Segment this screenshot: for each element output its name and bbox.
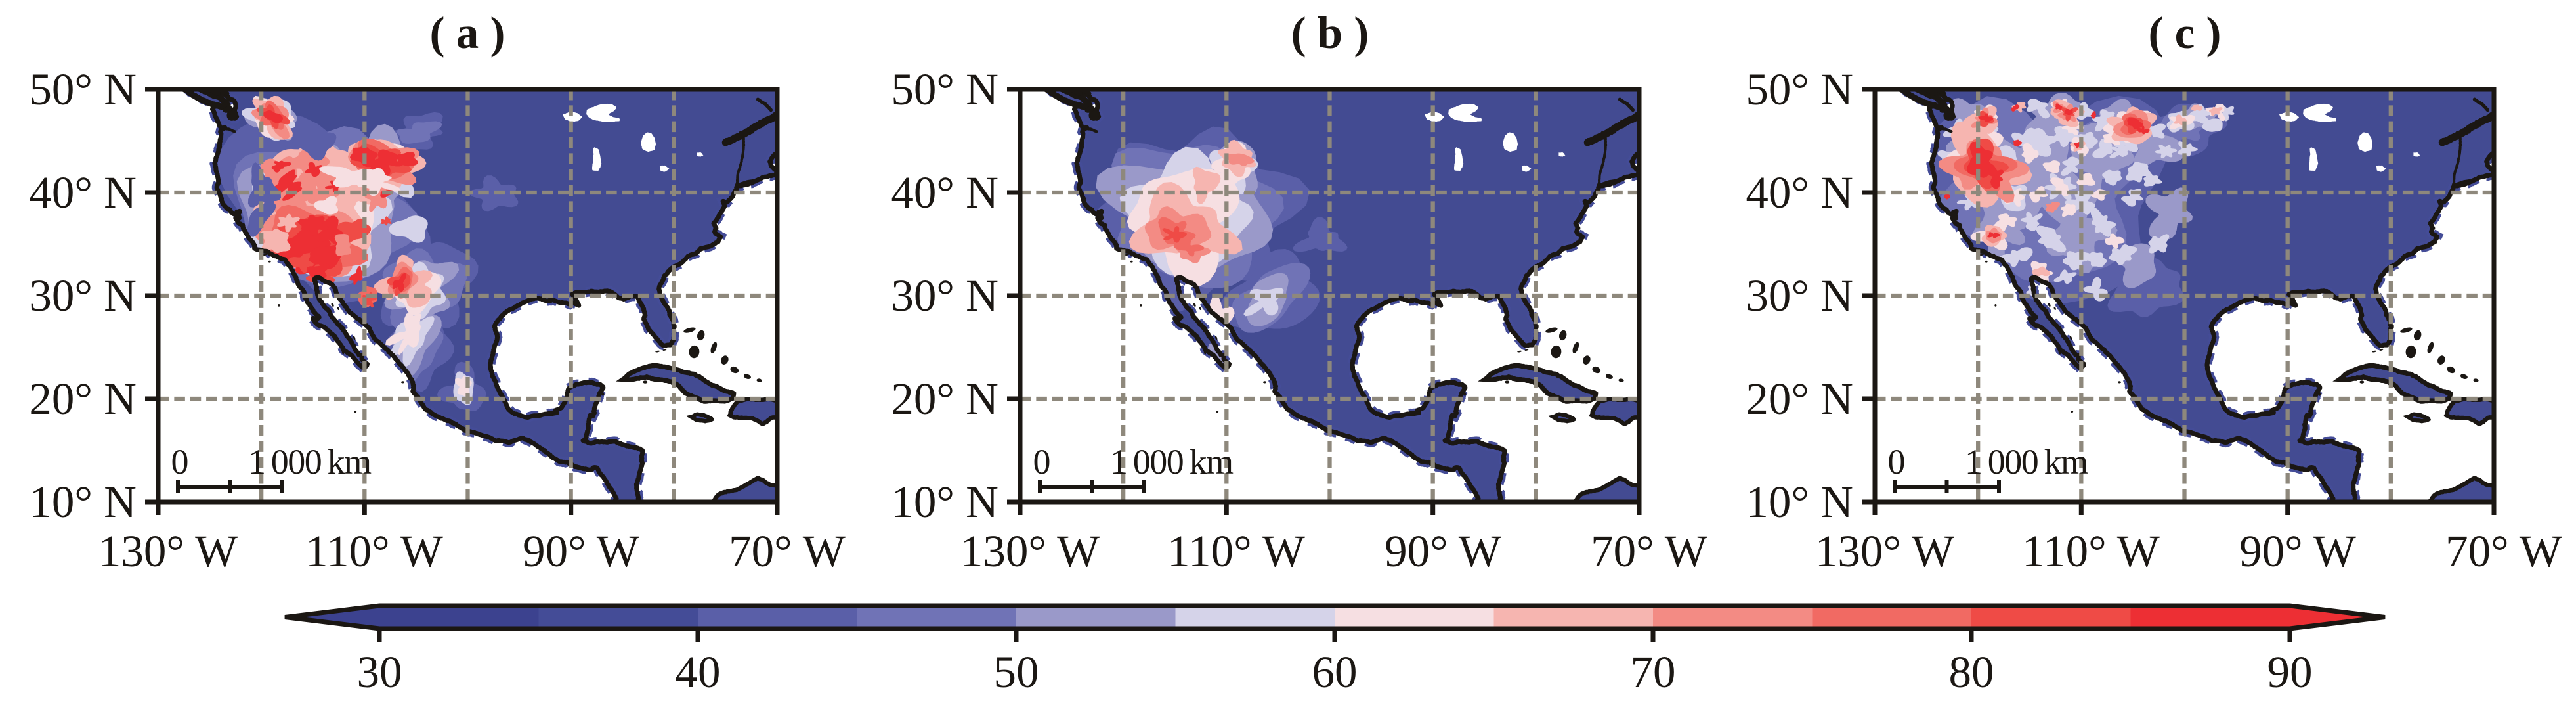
svg-text:50° N: 50° N [891,64,998,114]
svg-text:110° W: 110° W [305,526,443,576]
svg-text:130° W: 130° W [960,526,1100,576]
svg-text:50° N: 50° N [29,64,137,114]
svg-text:20° N: 20° N [891,374,998,424]
svg-text:10° N: 10° N [1746,477,1853,527]
svg-text:90° W: 90° W [523,526,639,576]
svg-text:40° N: 40° N [1746,168,1853,217]
svg-text:1 000 km: 1 000 km [1965,442,2088,482]
svg-text:40° N: 40° N [891,168,998,217]
svg-text:30° N: 30° N [29,271,137,321]
svg-text:90: 90 [2267,647,2313,697]
svg-text:70° W: 70° W [2445,526,2562,576]
svg-text:90° W: 90° W [1385,526,1501,576]
svg-text:80: 80 [1949,647,1994,697]
svg-text:110° W: 110° W [2022,526,2160,576]
svg-text:50: 50 [994,647,1039,697]
svg-text:60: 60 [1312,647,1358,697]
svg-text:10° N: 10° N [29,477,137,527]
svg-text:30: 30 [357,647,402,697]
svg-text:70° W: 70° W [729,526,846,576]
svg-text:50° N: 50° N [1746,64,1853,114]
svg-text:30° N: 30° N [891,271,998,321]
svg-text:40° N: 40° N [29,168,137,217]
svg-text:0: 0 [1033,442,1051,482]
svg-text:70: 70 [1631,647,1676,697]
svg-text:130° W: 130° W [98,526,238,576]
svg-text:0: 0 [1888,442,1906,482]
svg-text:130° W: 130° W [1815,526,1954,576]
svg-text:0: 0 [171,442,189,482]
svg-text:( b ): ( b ) [1291,8,1369,58]
svg-text:20° N: 20° N [1746,374,1853,424]
svg-text:1 000 km: 1 000 km [248,442,372,482]
svg-text:( c ): ( c ) [2148,8,2221,58]
svg-text:20° N: 20° N [29,374,137,424]
svg-text:30° N: 30° N [1746,271,1853,321]
svg-text:1 000 km: 1 000 km [1110,442,1234,482]
svg-text:90° W: 90° W [2239,526,2356,576]
svg-text:70° W: 70° W [1591,526,1707,576]
svg-text:( a ): ( a ) [430,8,505,58]
svg-text:10° N: 10° N [891,477,998,527]
svg-text:40: 40 [676,647,721,697]
svg-text:110° W: 110° W [1167,526,1305,576]
